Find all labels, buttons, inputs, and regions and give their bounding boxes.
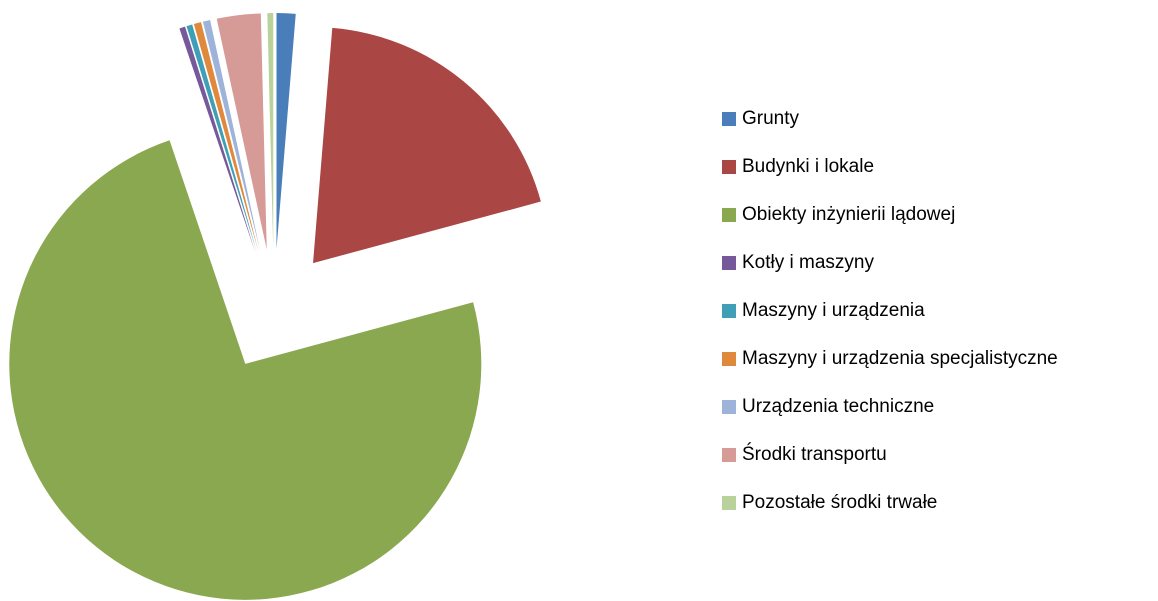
legend-label: Urządzenia techniczne: [742, 396, 934, 417]
legend-label: Maszyny i urządzenia specjalistyczne: [742, 348, 1058, 369]
legend-swatch: [722, 160, 736, 174]
legend-swatch: [722, 400, 736, 414]
legend-label: Środki transportu: [742, 443, 887, 465]
legend-label: Pozostałe środki trwałe: [742, 492, 937, 513]
pie-slice: [186, 24, 257, 252]
legend-label: Grunty: [742, 108, 800, 129]
legend-swatch: [722, 496, 736, 510]
legend-label: Maszyny i urządzenia: [742, 300, 925, 321]
legend-swatch: [722, 256, 736, 270]
legend-swatch: [722, 304, 736, 318]
pie-slice: [9, 140, 482, 600]
legend-swatch: [722, 208, 736, 222]
legend-label: Kotły i maszyny: [742, 252, 874, 273]
legend-swatch: [722, 448, 736, 462]
pie-slice: [276, 13, 296, 250]
pie-slice: [267, 13, 274, 250]
pie-slice: [216, 13, 267, 250]
pie-slice: [313, 27, 541, 264]
legend-swatch: [722, 352, 736, 366]
legend-label: Budynki i lokale: [742, 156, 874, 177]
legend-label: Obiekty inżynierii lądowej: [742, 204, 955, 225]
pie-slice: [179, 26, 256, 252]
legend-swatch: [722, 112, 736, 126]
pie-slice: [202, 19, 261, 251]
pie-slice: [193, 22, 259, 252]
